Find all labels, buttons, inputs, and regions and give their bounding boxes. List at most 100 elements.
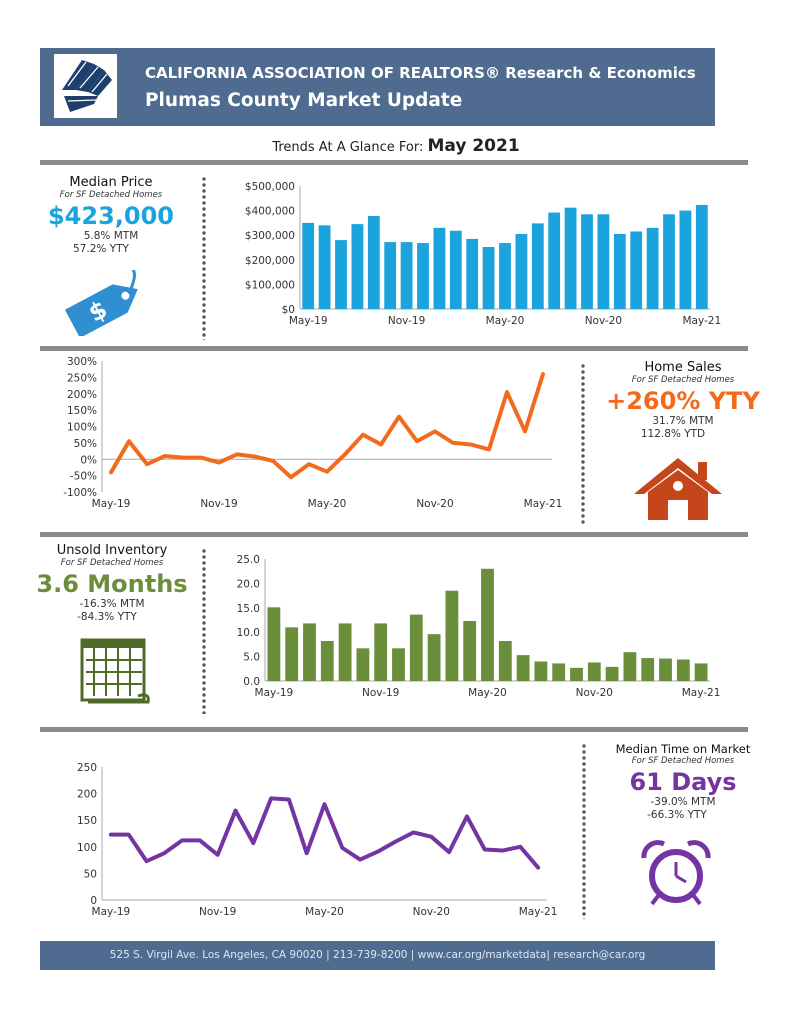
inventory-mtm: -16.3% MTM <box>79 598 145 610</box>
inventory-chart: 0.0 5.0 10.0 15.0 20.0 25.0 May-19 Nov-19 May-20… <box>237 554 721 699</box>
inventory-title: Unsold Inventory <box>56 543 168 558</box>
dotted-separator <box>582 743 586 919</box>
bar <box>302 222 315 309</box>
y-tick-label: 200% <box>67 389 97 401</box>
y-tick-label: $100,000 <box>245 279 295 291</box>
x-tick-label: May-20 <box>468 687 507 699</box>
bar <box>564 207 577 309</box>
median-price-subtitle: For SF Detached Homes <box>59 190 163 200</box>
x-tick-label: Nov-19 <box>388 315 425 327</box>
bar <box>463 620 477 681</box>
x-tick-label: May-20 <box>308 498 347 510</box>
bar <box>267 607 281 681</box>
y-tick-label: 150 <box>77 815 97 827</box>
bar <box>374 623 388 681</box>
y-tick-label: 100% <box>67 422 97 434</box>
home-sales-chart: -100% -50% 0% 50% 100% 150% 200% 250% 300% May-19… <box>63 356 562 510</box>
x-tick-label: May-21 <box>519 906 558 918</box>
bar <box>570 667 583 681</box>
time-on-market-subtitle: For SF Detached Homes <box>631 756 735 766</box>
y-tick-label: 300% <box>67 356 97 368</box>
bar <box>605 666 619 681</box>
divider <box>40 346 748 351</box>
bar <box>597 214 610 309</box>
alarm-clock-icon <box>638 838 714 906</box>
x-tick-label: May-19 <box>92 906 131 918</box>
divider <box>40 160 748 165</box>
page-title: Plumas County Market Update <box>145 90 463 111</box>
y-tick-label: 25.0 <box>237 554 260 566</box>
time-on-market-mtm: -39.0% MTM <box>650 796 716 808</box>
bar <box>320 640 334 681</box>
bar <box>623 652 637 681</box>
bar <box>384 242 397 309</box>
calendar-icon <box>78 636 152 704</box>
bar <box>659 658 672 681</box>
bar <box>481 568 494 681</box>
median-price-chart: $0 $100,000 $200,000 $300,000 $400,000 $500,0… <box>245 181 721 327</box>
y-tick-label: $0 <box>282 304 295 316</box>
car-logo-icon <box>54 54 117 118</box>
bar <box>534 661 548 681</box>
inventory-panel: Unsold Inventory For SF Detached Homes 3… <box>32 543 192 624</box>
bar <box>516 655 530 681</box>
inventory-subtitle: For SF Detached Homes <box>60 558 164 568</box>
price-tag-icon: $ <box>58 266 154 338</box>
y-tick-label: 10.0 <box>237 627 260 639</box>
bar <box>515 233 528 309</box>
bar <box>318 225 331 309</box>
y-tick-label: 5.0 <box>243 652 260 664</box>
bar <box>433 227 446 309</box>
bar <box>427 634 441 681</box>
series-line <box>108 796 541 870</box>
divider <box>40 727 748 732</box>
bar <box>335 240 347 309</box>
y-tick-label: 100 <box>77 842 97 854</box>
dotted-separator <box>202 548 206 714</box>
home-sales-title: Home Sales <box>644 360 722 375</box>
org-title: CALIFORNIA ASSOCIATION OF REALTORS® Rese… <box>145 64 696 82</box>
bar <box>630 231 643 309</box>
y-tick-label: $300,000 <box>245 230 295 242</box>
y-tick-label: 200 <box>77 789 97 801</box>
home-sales-value: +260% YTY <box>606 387 760 415</box>
median-price-yty: 57.2% YTY <box>73 243 129 255</box>
x-tick-label: May-20 <box>305 906 344 918</box>
bar <box>449 230 462 309</box>
bar <box>548 212 561 309</box>
inventory-value: 3.6 Months <box>36 570 188 598</box>
footer: 525 S. Virgil Ave. Los Angeles, CA 90020… <box>40 941 715 970</box>
bar <box>351 224 364 309</box>
bar <box>531 223 544 309</box>
bar <box>581 214 593 309</box>
x-tick-label: Nov-20 <box>413 906 450 918</box>
x-tick-label: Nov-20 <box>416 498 453 510</box>
y-tick-label: 0.0 <box>243 676 260 688</box>
bar <box>587 662 601 681</box>
bar <box>303 623 316 681</box>
bar <box>498 640 512 681</box>
y-tick-label: $400,000 <box>245 206 295 218</box>
divider <box>40 532 748 537</box>
bar <box>367 216 380 309</box>
time-on-market-value: 61 Days <box>629 768 737 796</box>
x-tick-label: May-19 <box>255 687 294 699</box>
bar <box>356 648 370 681</box>
bar <box>417 243 429 309</box>
home-sales-subtitle: For SF Detached Homes <box>631 375 735 385</box>
y-tick-label: 0 <box>90 895 97 907</box>
days-on-market-chart: 0 50 100 150 200 250 May-19 Nov-19 May-20 Nov-20 M… <box>77 762 558 918</box>
y-tick-label: 50 <box>84 868 97 880</box>
y-tick-label: 50% <box>74 438 97 450</box>
y-tick-label: $200,000 <box>245 255 295 267</box>
bar <box>466 238 479 309</box>
bar <box>641 658 655 681</box>
y-tick-label: 150% <box>67 405 97 417</box>
y-tick-label: 250 <box>77 762 97 774</box>
home-sales-ytd: 112.8% YTD <box>640 428 706 440</box>
bar <box>646 227 659 309</box>
trend-month: May 2021 <box>427 136 520 156</box>
y-tick-label: 0% <box>80 454 97 466</box>
y-tick-label: -50% <box>70 471 97 483</box>
header-banner <box>40 48 715 126</box>
